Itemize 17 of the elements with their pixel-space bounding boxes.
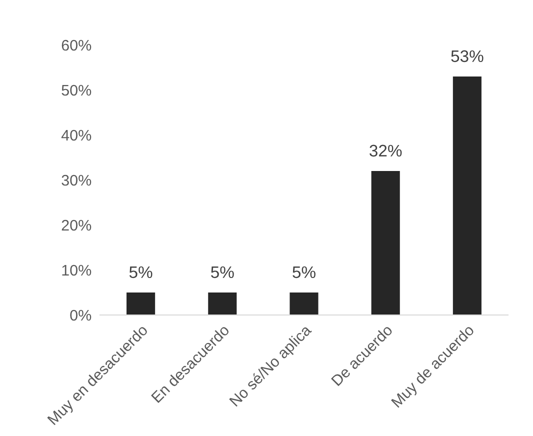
data-label: 32% [370,144,402,157]
data-label: 53% [451,50,484,62]
y-tick-label: 60% [62,40,92,51]
bar [452,76,482,315]
y-tick-label: 30% [62,174,92,186]
y-tick-label: 50% [62,84,92,96]
y-tick-label: 20% [62,220,92,231]
data-label: 5% [292,266,316,278]
y-tick-label: 0% [70,310,92,321]
bar [290,292,318,315]
bar [208,292,237,315]
y-tick-label: 10% [62,264,92,276]
data-label: 5% [129,266,152,278]
data-label: 5% [211,266,234,278]
bar [371,171,400,315]
y-tick-label: 40% [61,130,92,141]
bar [126,292,156,315]
